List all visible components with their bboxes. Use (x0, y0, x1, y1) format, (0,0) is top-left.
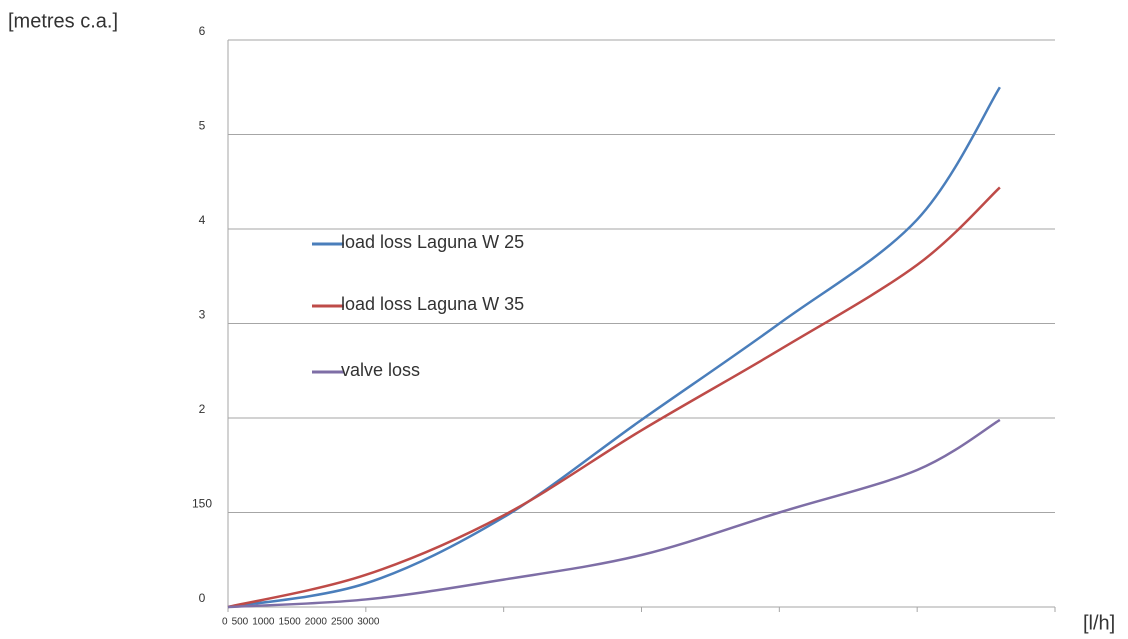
x-axis-label: [l/h] (1083, 612, 1115, 634)
y-tick-label: 2 (199, 402, 206, 416)
x-tick-label: 2000 (305, 617, 328, 628)
legend-label: load loss Laguna W 25 (341, 232, 524, 252)
legend-label: valve loss (341, 360, 420, 380)
series-line (227, 86, 1001, 609)
x-tick-label: 1500 (279, 617, 302, 628)
y-tick-label: 4 (199, 213, 206, 227)
y-tick-label: 0 (199, 591, 206, 605)
x-tick-label: 3000 (357, 617, 380, 628)
x-tick-label: 2500 (331, 617, 354, 628)
legend-label: load loss Laguna W 35 (341, 294, 524, 314)
series-line (227, 186, 1001, 609)
x-tick-label: 1000 (252, 617, 275, 628)
y-tick-label: 3 (199, 308, 206, 322)
y-tick-label: 150 (192, 497, 212, 511)
x-tick-label: 500 (232, 617, 249, 628)
y-tick-label: 5 (199, 119, 206, 133)
x-tick-label: 0 (222, 617, 228, 628)
series-line (227, 418, 1001, 609)
y-tick-label: 6 (199, 24, 206, 38)
y-axis-label: [metres c.a.] (8, 10, 118, 32)
